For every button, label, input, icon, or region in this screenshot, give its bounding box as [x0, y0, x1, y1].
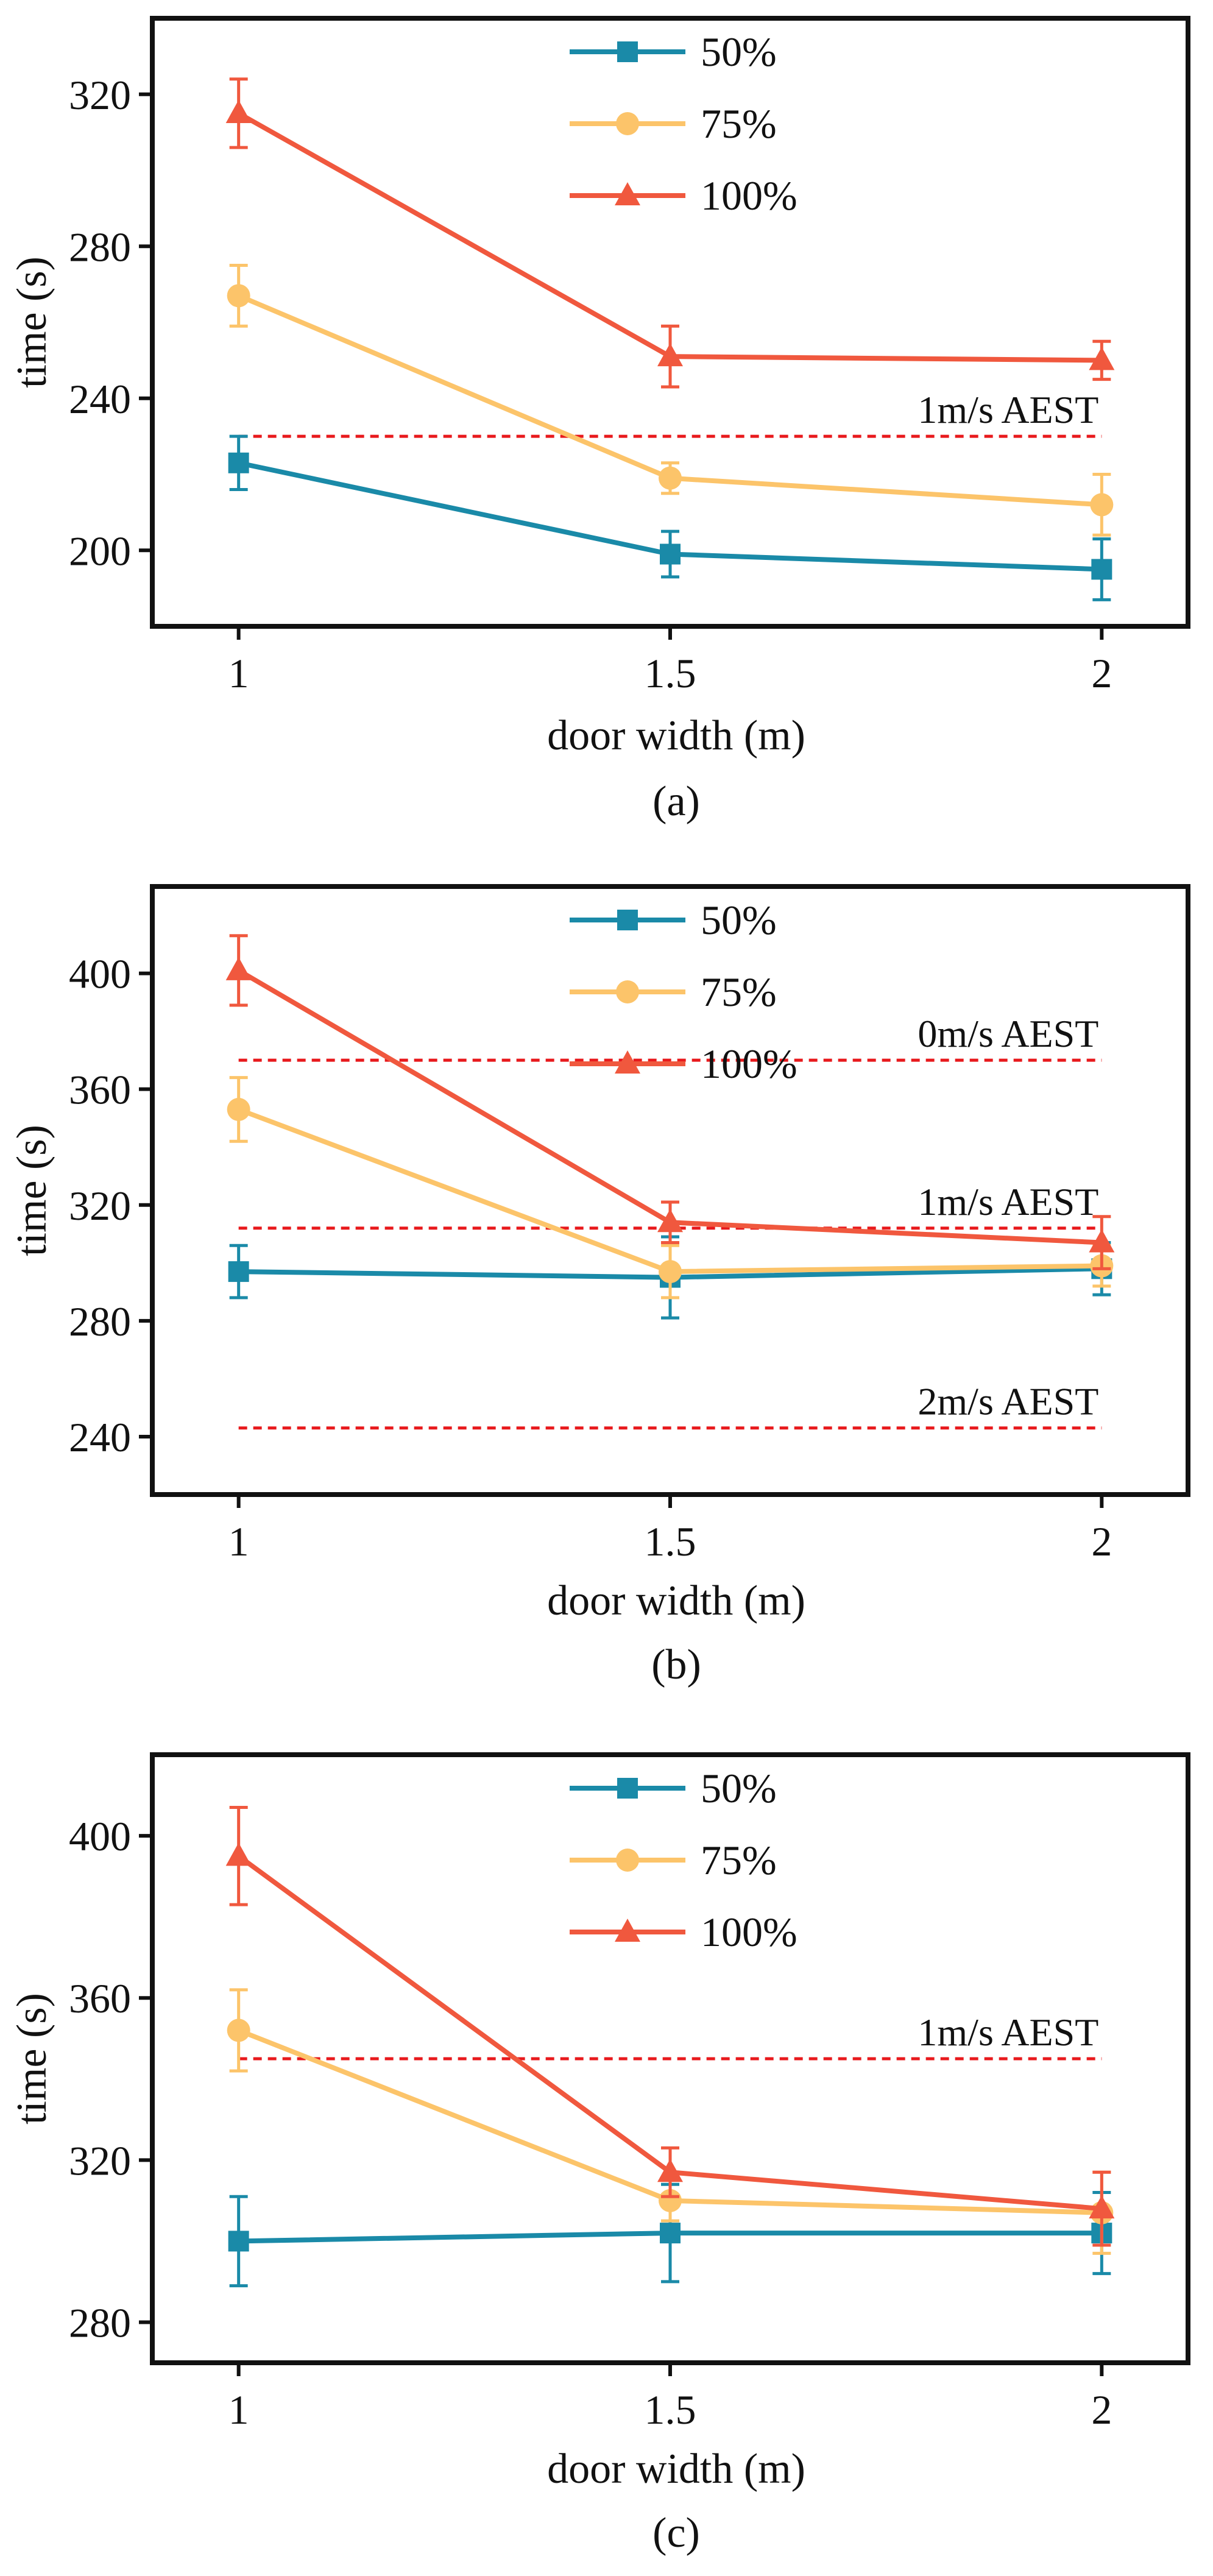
data-point [227, 1097, 250, 1121]
data-point [225, 957, 252, 980]
data-point [225, 99, 252, 123]
x-tick-label: 1 [228, 1518, 249, 1565]
x-tick-label: 2 [1091, 2387, 1112, 2433]
legend-marker [617, 41, 638, 62]
series-line [237, 111, 1102, 363]
legend-label: 50% [701, 29, 777, 75]
y-tick-label: 360 [69, 1067, 131, 1113]
data-point [659, 466, 682, 490]
legend-marker [617, 910, 638, 930]
chart-panel-1: 1m/s AEST 50% 75% 100% 200 240 280 320 1 1.5 2 time… [9, 16, 1190, 825]
y-axis-label: time (s) [9, 1125, 55, 1256]
data-point [227, 284, 250, 308]
data-point [660, 2223, 681, 2244]
data-point [1090, 493, 1114, 517]
data-point [227, 2019, 250, 2042]
x-tick-label: 2 [1091, 1518, 1112, 1565]
reference-line-label: 0m/s AEST [918, 1012, 1098, 1055]
data-point [657, 1209, 683, 1233]
legend-marker [616, 112, 639, 135]
data-point [1091, 559, 1112, 580]
y-tick-label: 280 [69, 224, 131, 270]
data-point [657, 2159, 683, 2182]
y-tick-label: 400 [69, 1813, 131, 1859]
legend-marker [615, 1919, 640, 1942]
chart-panel-3: 1m/s AEST 50% 75% 100% 280 320 360 400 1 1.5 2 time… [9, 1752, 1190, 2557]
y-tick-label: 240 [69, 1414, 131, 1460]
y-tick-label: 200 [69, 528, 131, 574]
data-point [1089, 2195, 1115, 2219]
data-point [228, 452, 249, 473]
legend-label: 75% [701, 1837, 777, 1883]
y-tick-label: 240 [69, 376, 131, 422]
y-tick-label: 320 [69, 2137, 131, 2184]
legend-label: 100% [701, 1909, 797, 1955]
panel-caption: (b) [651, 1641, 701, 1688]
legend-label: 100% [701, 1041, 797, 1087]
y-tick-label: 320 [69, 1183, 131, 1229]
y-tick-label: 320 [69, 72, 131, 118]
legend-marker [615, 182, 640, 205]
data-point [228, 2231, 249, 2252]
x-tick-label: 2 [1091, 650, 1112, 696]
y-axis-label: time (s) [9, 1993, 55, 2125]
data-point [659, 2189, 682, 2212]
reference-line-label: 1m/s AEST [918, 1180, 1098, 1223]
reference-line-label: 2m/s AEST [918, 1380, 1098, 1423]
legend-label: 100% [701, 172, 797, 219]
y-tick-label: 280 [69, 1298, 131, 1345]
data-point [225, 1842, 252, 1866]
x-tick-label: 1 [228, 650, 249, 696]
data-point [1089, 347, 1115, 370]
legend-marker [616, 980, 639, 1003]
panel-caption: (c) [652, 2510, 700, 2557]
legend-label: 50% [701, 897, 777, 943]
x-tick-label: 1.5 [645, 2387, 696, 2433]
x-tick-label: 1 [228, 2387, 249, 2433]
legend-marker [616, 1849, 639, 1872]
y-axis-label: time (s) [9, 257, 55, 388]
legend-label: 75% [701, 969, 777, 1015]
reference-line-label: 1m/s AEST [918, 2011, 1098, 2054]
y-tick-label: 280 [69, 2299, 131, 2346]
data-point [659, 1260, 682, 1284]
legend-marker [615, 1050, 640, 1074]
x-axis-label: door width (m) [547, 1577, 805, 1624]
y-tick-label: 400 [69, 951, 131, 997]
y-tick-label: 360 [69, 1975, 131, 2022]
reference-line-label: 1m/s AEST [918, 388, 1098, 431]
x-axis-label: door width (m) [547, 2446, 805, 2493]
data-point [660, 543, 681, 565]
x-tick-label: 1.5 [645, 650, 696, 696]
data-point [228, 1261, 249, 1283]
x-tick-label: 1.5 [645, 1518, 696, 1565]
data-point [1089, 1229, 1115, 1253]
legend-marker [617, 1778, 638, 1799]
x-axis-label: door width (m) [547, 712, 805, 759]
panel-caption: (a) [652, 778, 700, 825]
legend-label: 50% [701, 1765, 777, 1811]
legend-label: 75% [701, 101, 777, 147]
data-point [657, 343, 683, 367]
